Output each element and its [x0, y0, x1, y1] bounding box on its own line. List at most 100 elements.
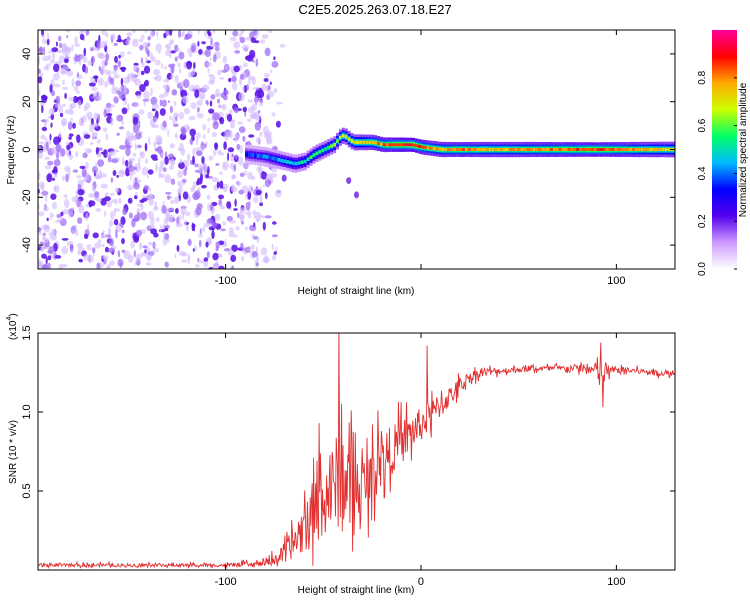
noise-speckle: [179, 111, 185, 120]
track-cell: [629, 148, 633, 151]
track-cell: [555, 148, 559, 151]
track-cell: [453, 148, 457, 151]
noise-speckle: [242, 135, 246, 142]
noise-speckle: [159, 99, 163, 107]
track-cell: [523, 148, 527, 151]
noise-speckle: [57, 49, 63, 54]
noise-speckle: [100, 183, 108, 189]
noise-speckle: [51, 201, 58, 210]
noise-speckle: [52, 177, 55, 181]
x-tick-label: -100: [215, 275, 237, 287]
noise-speckle: [247, 171, 254, 180]
noise-speckle: [187, 153, 191, 162]
noise-speckle: [174, 132, 178, 139]
noise-speckle: [189, 128, 196, 137]
noise-speckle: [95, 197, 102, 203]
track-cell: [256, 153, 260, 158]
noise-speckle: [40, 101, 45, 108]
track-cell: [347, 137, 351, 141]
noise-speckle: [267, 84, 271, 91]
track-cell: [362, 140, 366, 144]
noise-speckle: [205, 100, 208, 105]
noise-speckle: [143, 91, 150, 99]
noise-speckle: [241, 256, 245, 262]
noise-speckle: [197, 164, 204, 170]
noise-speckle: [60, 71, 67, 75]
noise-speckle: [226, 201, 232, 209]
track-cell: [303, 159, 307, 164]
noise-speckle: [110, 33, 116, 41]
track-cell: [450, 148, 454, 151]
track-cell: [265, 155, 269, 159]
track-cell: [626, 148, 630, 151]
noise-speckle: [159, 160, 165, 168]
track-cell: [588, 148, 591, 151]
noise-speckle: [217, 265, 225, 269]
noise-speckle: [177, 147, 183, 152]
noise-speckle: [127, 51, 132, 55]
noise-speckle: [97, 52, 104, 59]
track-cell: [327, 145, 331, 150]
noise-speckle: [155, 163, 158, 172]
noise-speckle: [38, 150, 44, 159]
noise-speckle: [41, 126, 48, 132]
noise-speckle: [58, 131, 62, 138]
noise-speckle: [100, 41, 106, 49]
noise-speckle: [97, 159, 105, 167]
noise-speckle: [85, 212, 89, 221]
noise-speckle: [93, 122, 99, 128]
noise-speckle: [213, 54, 217, 63]
noise-speckle: [43, 65, 50, 71]
track-cell: [541, 148, 545, 151]
track-cell: [274, 157, 278, 161]
track-cell: [338, 135, 342, 140]
noise-speckle: [167, 207, 175, 212]
noise-speckle: [53, 158, 61, 167]
noise-speckle: [220, 228, 226, 232]
noise-speckle: [237, 156, 244, 166]
noise-speckle: [74, 43, 80, 48]
noise-speckle: [41, 105, 44, 114]
track-cell: [500, 148, 504, 152]
noise-speckle: [141, 166, 149, 176]
track-cell: [614, 148, 618, 151]
track-cell: [649, 148, 653, 152]
noise-speckle: [97, 239, 102, 244]
noise-speckle: [259, 171, 262, 180]
noise-speckle: [246, 83, 249, 91]
track-cell: [248, 152, 252, 157]
noise-speckle: [276, 101, 283, 105]
noise-speckle: [53, 63, 60, 73]
track-cell: [634, 148, 638, 151]
noise-speckle: [240, 242, 244, 250]
noise-speckle: [210, 94, 216, 100]
track-cell: [599, 148, 603, 151]
noise-speckle: [194, 84, 200, 91]
noise-speckle: [208, 155, 214, 161]
noise-speckle: [203, 222, 211, 228]
noise-speckle: [227, 147, 235, 153]
noise-speckle: [109, 192, 115, 196]
track-cell: [350, 139, 354, 143]
noise-speckle: [68, 96, 75, 102]
noise-speckle: [170, 158, 176, 167]
noise-speckle: [251, 103, 257, 111]
noise-speckle: [77, 217, 83, 225]
noise-speckle: [152, 157, 159, 161]
track-cell: [591, 148, 594, 151]
noise-speckle: [87, 148, 93, 154]
noise-speckle: [44, 165, 52, 170]
noise-speckle: [127, 107, 130, 112]
track-cell: [464, 148, 468, 151]
noise-speckle: [259, 202, 263, 207]
noise-speckle: [198, 239, 202, 248]
track-cell: [283, 159, 287, 163]
noise-speckle: [194, 163, 199, 168]
noise-speckle: [63, 198, 70, 208]
noise-speckle: [165, 191, 172, 195]
noise-speckle: [132, 124, 140, 134]
noise-speckle: [63, 194, 68, 198]
noise-speckle: [131, 30, 137, 34]
noise-speckle: [265, 137, 273, 145]
noise-speckle: [107, 264, 111, 269]
